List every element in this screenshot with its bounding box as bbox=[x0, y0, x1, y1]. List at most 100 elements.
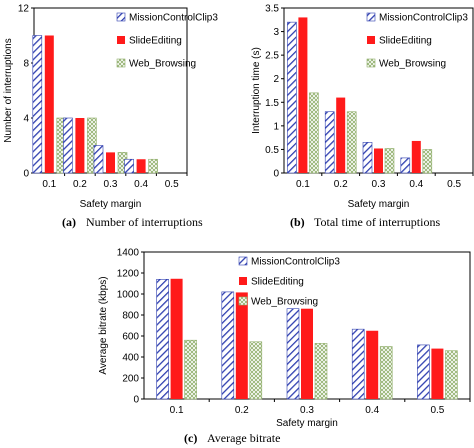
bar-series-3 bbox=[346, 111, 357, 174]
x-tick-label: 0.3 bbox=[372, 179, 386, 190]
legend-label-2: SlideEditing bbox=[129, 36, 182, 47]
y-tick-label: 1000 bbox=[117, 290, 140, 301]
y-tick-label: 1400 bbox=[117, 248, 140, 259]
x-tick-label: 0.5 bbox=[447, 179, 461, 190]
bar-series-2 bbox=[75, 118, 85, 173]
y-tick-label: 200 bbox=[122, 374, 139, 385]
x-tick-label: 0.4 bbox=[365, 405, 379, 416]
y-tick-label: 1200 bbox=[117, 269, 140, 280]
bar-series-3 bbox=[422, 149, 433, 174]
x-tick-label: 0.2 bbox=[235, 405, 249, 416]
legend-label-2: SlideEditing bbox=[379, 36, 432, 47]
y-tick-label: 4 bbox=[23, 114, 29, 125]
bar-series-2 bbox=[170, 278, 183, 399]
bar-series-1 bbox=[287, 21, 297, 174]
caption-a-text: Number of interruptions bbox=[86, 215, 203, 229]
y-tick-label: 1 bbox=[273, 121, 279, 132]
bar-series-1 bbox=[324, 111, 335, 174]
caption-a: (a) Number of interruptions bbox=[62, 215, 203, 229]
x-tick-label: 0.5 bbox=[165, 179, 179, 190]
legend-swatch-3 bbox=[238, 296, 248, 306]
x-tick-label: 0.2 bbox=[334, 179, 348, 190]
x-tick-label: 0.4 bbox=[409, 179, 423, 190]
legend-swatch-1 bbox=[366, 12, 376, 22]
chart-c: 0 200 400 600 800 1000 1200 1400 0.1 0.2 0.3 0.4 0.5… bbox=[98, 248, 471, 429]
x-tick-label: 0.1 bbox=[42, 179, 56, 190]
x-axis-title: Safety margin bbox=[80, 199, 142, 210]
bar-series-1 bbox=[400, 157, 411, 174]
y-tick-label: 400 bbox=[122, 353, 139, 364]
y-tick-label: 3 bbox=[273, 27, 279, 38]
bar-series-1 bbox=[124, 158, 134, 174]
x-tick-label: 0.1 bbox=[296, 179, 310, 190]
bar-series-3 bbox=[379, 346, 393, 400]
caption-c-tag: (c) bbox=[184, 431, 197, 445]
caption-a-tag: (a) bbox=[62, 215, 76, 229]
y-tick-label: 800 bbox=[122, 311, 139, 322]
y-tick-label: 3.5 bbox=[265, 4, 279, 15]
bar-series-2 bbox=[235, 292, 248, 399]
caption-c-text: Average bitrate bbox=[207, 431, 280, 445]
bar-series-2 bbox=[431, 348, 444, 399]
bar-series-1 bbox=[417, 344, 430, 400]
y-tick-label: 12 bbox=[18, 4, 30, 15]
x-tick-label: 0.4 bbox=[134, 179, 148, 190]
legend-swatch-3 bbox=[116, 58, 126, 68]
y-axis-title: Average bitrate (kbps) bbox=[98, 276, 109, 374]
caption-c: (c) Average bitrate bbox=[184, 431, 280, 445]
legend-label-1: MissionControlClip3 bbox=[379, 13, 468, 24]
x-axis-title: Safety margin bbox=[276, 418, 338, 429]
x-tick-label: 0.5 bbox=[430, 405, 444, 416]
bar-series-2 bbox=[411, 140, 421, 173]
bar-series-3 bbox=[148, 158, 158, 174]
legend-swatch-2 bbox=[367, 36, 375, 44]
legend-swatch-1 bbox=[116, 12, 126, 22]
bar-series-1 bbox=[156, 278, 169, 400]
y-tick-label: 0 bbox=[133, 395, 139, 406]
legend-swatch-1 bbox=[238, 256, 248, 266]
legend-label-2: SlideEditing bbox=[251, 277, 304, 288]
bar-series-1 bbox=[351, 328, 365, 400]
caption-b-text: Total time of interruptions bbox=[314, 215, 440, 229]
bar-series-2 bbox=[374, 148, 383, 173]
bar-series-2 bbox=[106, 152, 115, 173]
bar-series-1 bbox=[362, 142, 373, 174]
bar-series-2 bbox=[44, 35, 54, 173]
legend-label-1: MissionControlClip3 bbox=[129, 13, 218, 24]
y-tick-label: 8 bbox=[23, 59, 29, 70]
bar-series-3 bbox=[384, 148, 395, 174]
legend-label-1: MissionControlClip3 bbox=[251, 257, 340, 268]
x-tick-label: 0.2 bbox=[73, 179, 87, 190]
bar-series-2 bbox=[366, 330, 379, 399]
bar-series-1 bbox=[63, 117, 73, 174]
bar-series-1 bbox=[93, 145, 104, 174]
y-tick-label: 0.5 bbox=[265, 145, 279, 156]
legend-label-3: Web_Browsing bbox=[379, 59, 446, 70]
bar-series-1 bbox=[286, 308, 300, 400]
y-axis-title: Interruption time (s) bbox=[251, 47, 262, 134]
y-tick-label: 1.5 bbox=[265, 98, 279, 109]
x-axis-title: Safety margin bbox=[348, 199, 410, 210]
bar-series-3 bbox=[249, 341, 263, 400]
y-tick-label: 600 bbox=[122, 332, 139, 343]
legend-label-3: Web_Browsing bbox=[129, 59, 196, 70]
bar-series-3 bbox=[445, 350, 458, 400]
y-tick-label: 0 bbox=[23, 169, 29, 180]
legend-swatch-2 bbox=[239, 277, 247, 285]
bar-series-2 bbox=[136, 159, 146, 173]
bar-series-3 bbox=[309, 92, 319, 174]
x-tick-label: 0.1 bbox=[170, 405, 184, 416]
caption-b: (b) Total time of interruptions bbox=[290, 215, 440, 229]
y-tick-label: 2.5 bbox=[265, 51, 279, 62]
bar-series-2 bbox=[301, 308, 313, 399]
y-tick-label: 2 bbox=[273, 74, 279, 85]
bar-series-2 bbox=[298, 17, 308, 173]
caption-b-tag: (b) bbox=[290, 215, 305, 229]
y-axis-title: Number of interruptions bbox=[3, 38, 14, 143]
chart-b: 0 0.5 1 1.5 2 2.5 3 3.5 0.1 0.2 0.3 0.4 0.5 Safety ma… bbox=[251, 4, 474, 210]
bar-series-2 bbox=[336, 97, 346, 173]
chart-a: 0 4 8 12 0.1 0.2 0.3 0.4 0.5 Safety margin Number … bbox=[3, 4, 218, 211]
legend-swatch-3 bbox=[366, 58, 376, 68]
legend-swatch-2 bbox=[117, 36, 125, 44]
